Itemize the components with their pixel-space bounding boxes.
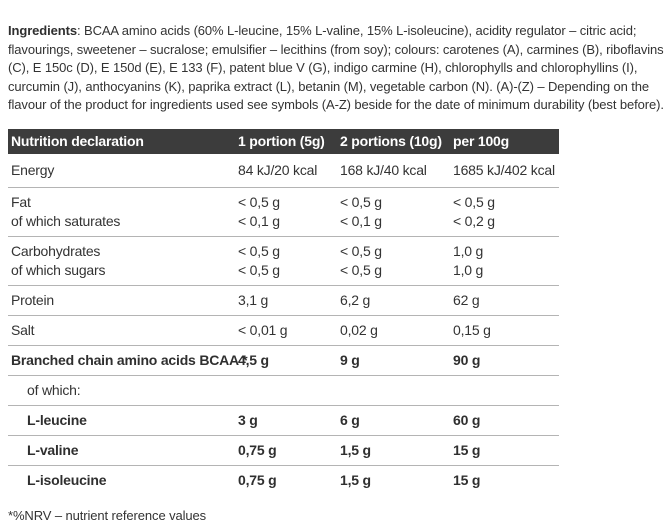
table-header-row: Nutrition declaration 1 portion (5g) 2 p… xyxy=(8,128,559,154)
table-row-protein: Protein 3,1 g 6,2 g 62 g xyxy=(8,285,559,316)
table-row-bcaa: Branched chain amino acids BCAA * 4,5 g … xyxy=(8,345,559,376)
row-label: L-isoleucine xyxy=(27,471,107,488)
row-label: Branched chain amino acids BCAA * xyxy=(8,345,248,376)
cell-value: 0,75 g xyxy=(238,435,340,466)
cell-value: 1,0 g xyxy=(453,260,559,286)
table-row-of-which: of which: xyxy=(8,375,559,406)
cell-value: < 0,2 g xyxy=(453,211,559,237)
row-label: Energy xyxy=(8,153,238,188)
cell-value: 6,2 g xyxy=(340,285,453,316)
nutrition-declaration-table: Nutrition declaration 1 portion (5g) 2 p… xyxy=(8,128,559,495)
cell-value: 15 g xyxy=(453,471,481,488)
cell-value: 60 g xyxy=(453,405,559,436)
cell-value: < 0,5 g xyxy=(238,242,280,259)
table-row-carbohydrates: Carbohydrates < 0,5 g < 0,5 g 1,0 g xyxy=(8,236,559,261)
cell-value: 84 kJ/20 kcal xyxy=(238,153,340,188)
table-row-energy: Energy 84 kJ/20 kcal 168 kJ/40 kcal 1685… xyxy=(8,153,559,188)
cell-value: < 0,5 g xyxy=(238,260,340,286)
column-header-1-portion: 1 portion (5g) xyxy=(238,128,340,154)
cell-value: 3 g xyxy=(238,405,340,436)
row-label: of which sugars xyxy=(8,260,238,286)
ingredients-paragraph: Ingredients: BCAA amino acids (60% L-leu… xyxy=(8,22,665,115)
cell-value: 1,0 g xyxy=(453,242,484,259)
column-header-nutrition-declaration: Nutrition declaration xyxy=(8,128,238,154)
cell-value xyxy=(238,375,340,406)
cell-value: 1,5 g xyxy=(340,471,371,488)
cell-value: 0,15 g xyxy=(453,315,559,346)
cell-value: 0,02 g xyxy=(340,315,453,346)
cell-value: 1685 kJ/402 kcal xyxy=(453,153,559,188)
row-label: L-leucine xyxy=(8,405,238,436)
column-header-per-100g: per 100g xyxy=(453,128,559,154)
table-row-sugars: of which sugars < 0,5 g < 0,5 g 1,0 g xyxy=(8,260,559,286)
cell-value: < 0,1 g xyxy=(238,211,340,237)
table-row-l-leucine: L-leucine 3 g 6 g 60 g xyxy=(8,405,559,436)
cell-value: < 0,5 g xyxy=(340,242,382,259)
nrv-footnote: *%NRV – nutrient reference values xyxy=(8,507,207,523)
cell-value: < 0,5 g xyxy=(340,260,453,286)
row-label: L-valine xyxy=(8,435,238,466)
cell-value: < 0,1 g xyxy=(340,211,453,237)
cell-value: < 0,5 g xyxy=(453,193,495,210)
cell-value: 3,1 g xyxy=(238,285,340,316)
column-header-2-portions: 2 portions (10g) xyxy=(340,128,453,154)
cell-value: 1,5 g xyxy=(340,435,453,466)
table-row-fat: Fat < 0,5 g < 0,5 g < 0,5 g xyxy=(8,187,559,212)
cell-value: 168 kJ/40 kcal xyxy=(340,153,453,188)
cell-value: 4,5 g xyxy=(238,345,340,376)
table-row-l-isoleucine: L-isoleucine 0,75 g 1,5 g 15 g xyxy=(8,465,559,495)
ingredients-text: : BCAA amino acids (60% L-leucine, 15% L… xyxy=(8,23,664,112)
ingredients-label: Ingredients xyxy=(8,23,77,38)
row-label: Fat xyxy=(11,193,31,210)
cell-value: < 0,01 g xyxy=(238,315,340,346)
cell-value: 62 g xyxy=(453,285,559,316)
row-label: of which: xyxy=(8,375,238,406)
cell-value: < 0,5 g xyxy=(340,193,382,210)
cell-value: 6 g xyxy=(340,405,453,436)
cell-value xyxy=(453,375,559,406)
cell-value xyxy=(340,375,453,406)
row-label: of which saturates xyxy=(8,211,238,237)
cell-value: 90 g xyxy=(453,345,559,376)
cell-value: 0,75 g xyxy=(238,471,277,488)
row-label: Carbohydrates xyxy=(11,242,101,259)
row-label: Protein xyxy=(8,285,238,316)
row-label: Salt xyxy=(8,315,238,346)
table-row-saturates: of which saturates < 0,1 g < 0,1 g < 0,2… xyxy=(8,211,559,237)
table-row-l-valine: L-valine 0,75 g 1,5 g 15 g xyxy=(8,435,559,466)
table-row-salt: Salt < 0,01 g 0,02 g 0,15 g xyxy=(8,315,559,346)
cell-value: 15 g xyxy=(453,435,559,466)
cell-value: 9 g xyxy=(340,345,453,376)
cell-value: < 0,5 g xyxy=(238,193,280,210)
